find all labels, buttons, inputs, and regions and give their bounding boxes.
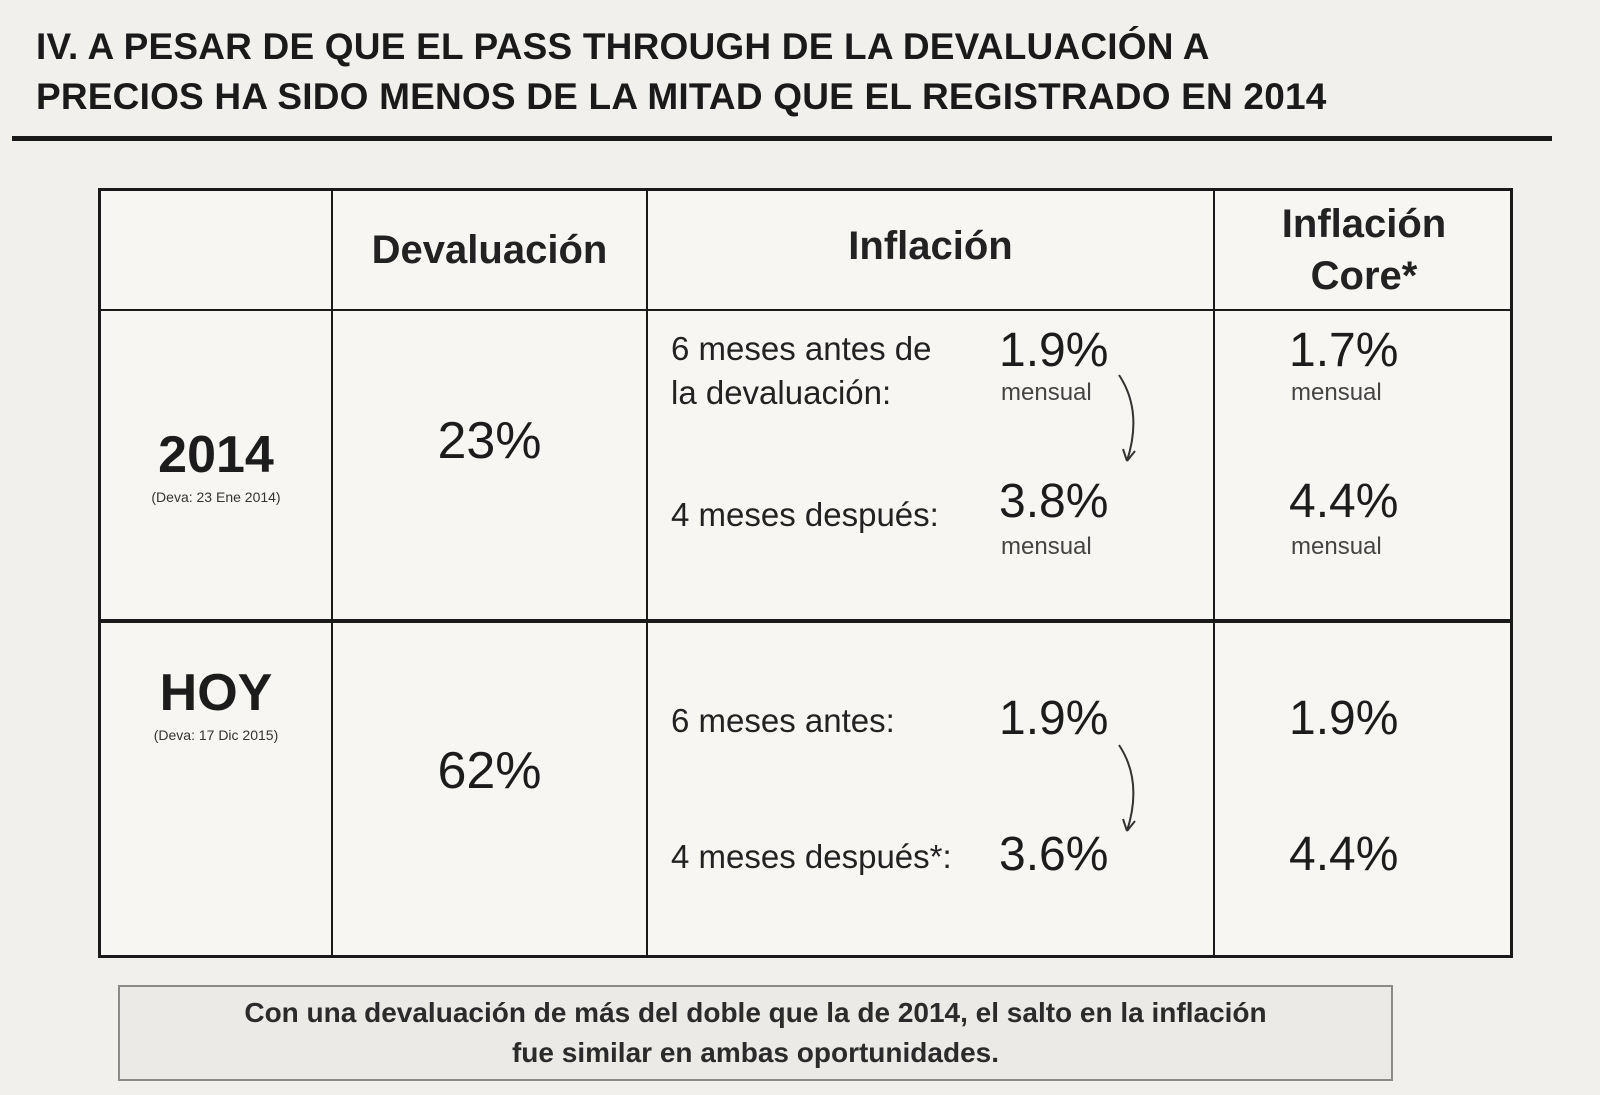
header-inflacion: Inflación (848, 224, 1013, 268)
curved-arrow-icon (1118, 744, 1136, 832)
column-divider (1213, 191, 1215, 955)
core-after-value: 4.4% (1289, 828, 1399, 881)
before-label-line1: 6 meses antes de (671, 330, 932, 367)
row-label-2014: 2014 (Deva: 23 Ene 2014) (101, 311, 331, 619)
column-divider (646, 191, 648, 955)
core-before-value: 1.9% (1289, 692, 1399, 745)
header-inflacion-core: Inflación Core* (1215, 191, 1513, 309)
curved-arrow-icon (1118, 374, 1136, 462)
after-label: 4 meses después*: (671, 838, 952, 875)
row-deva-note: (Deva: 17 Dic 2015) (153, 727, 279, 743)
title-underline (12, 136, 1552, 141)
core-after-value: 4.4% (1289, 475, 1399, 528)
after-value: 3.8% (999, 475, 1109, 528)
row-deva-note: (Deva: 23 Ene 2014) (151, 489, 281, 505)
header-core-line1: Inflación (1281, 202, 1447, 246)
title-line-1: IV. A PESAR DE QUE EL PASS THROUGH DE LA… (36, 26, 1210, 67)
after-label: 4 meses después: (671, 496, 939, 533)
before-value: 1.9% (999, 692, 1109, 745)
row-year: HOY (159, 664, 273, 722)
core-after-unit: mensual (1291, 533, 1382, 560)
row-divider (101, 619, 1510, 623)
after-value: 3.6% (999, 828, 1109, 881)
row-year: 2014 (158, 426, 274, 484)
conclusion-line1: Con una devaluación de más del doble que… (244, 997, 1267, 1028)
core-before-unit: mensual (1291, 379, 1382, 406)
row-label-hoy: HOY (Deva: 17 Dic 2015) (101, 623, 331, 783)
title-line-2: PRECIOS HA SIDO MENOS DE LA MITAD QUE EL… (36, 76, 1327, 117)
header-core-line2: Core* (1310, 254, 1418, 298)
before-label: 6 meses antes de la devaluación: (671, 327, 932, 415)
before-label: 6 meses antes: (671, 702, 895, 739)
slide-title: IV. A PESAR DE QUE EL PASS THROUGH DE LA… (36, 22, 1536, 122)
comparison-table: Devaluación Inflación Inflación Core* 20… (98, 188, 1513, 958)
conclusion-line2: fue similar en ambas oportunidades. (511, 1037, 999, 1068)
header-divider (101, 309, 1510, 311)
devaluacion-value: 62% (437, 742, 542, 800)
devaluacion-value: 23% (437, 412, 542, 470)
after-unit: mensual (1001, 533, 1092, 560)
before-unit: mensual (1001, 379, 1092, 406)
conclusion-box: Con una devaluación de más del doble que… (118, 985, 1393, 1081)
before-value: 1.9% (999, 324, 1109, 377)
core-before-value: 1.7% (1289, 324, 1399, 377)
before-label-line2: la devaluación: (671, 374, 892, 411)
column-divider (331, 191, 333, 955)
header-devaluacion: Devaluación (371, 228, 608, 272)
